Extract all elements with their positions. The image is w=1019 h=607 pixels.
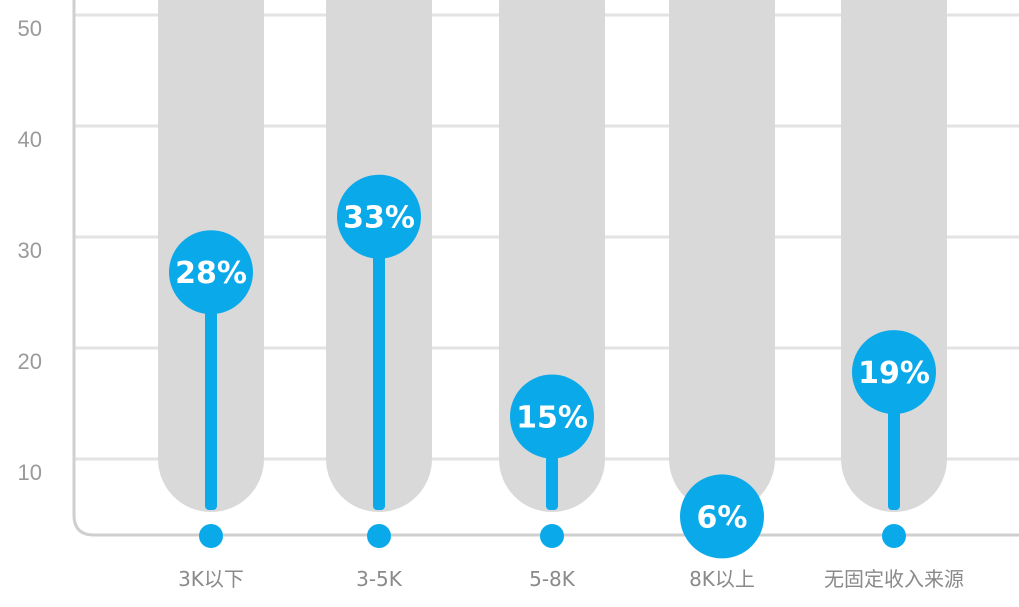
- x-axis-marker: [540, 524, 564, 548]
- data-label: 33%: [343, 201, 415, 236]
- bar-stem: [373, 216, 385, 510]
- y-tick-label: 40: [18, 127, 42, 152]
- bar-value-knob: [510, 374, 594, 459]
- y-tick-label: 30: [18, 238, 42, 263]
- x-tick-label: 5-8K: [529, 567, 576, 591]
- x-tick-label: 无固定收入来源: [824, 567, 964, 591]
- x-axis-marker: [199, 524, 223, 548]
- x-axis-marker: [367, 524, 391, 548]
- x-tick-label: 8K以上: [689, 567, 755, 591]
- x-axis-marker: [710, 524, 734, 548]
- bars: 28%33%15%6%19%: [169, 174, 936, 559]
- bar-stem: [205, 272, 217, 510]
- bar-value-knob: [337, 174, 421, 259]
- y-axis-ticks: 10 20 30 40 50: [18, 16, 42, 485]
- bar-value-knob: [680, 474, 764, 559]
- x-tick-label: 3-5K: [356, 567, 403, 591]
- bar-value-knob: [852, 330, 936, 415]
- data-label: 28%: [175, 256, 247, 291]
- x-axis-marker: [882, 524, 906, 548]
- x-axis-labels: 3K以下 3-5K 5-8K 8K以上 无固定收入来源: [178, 567, 964, 591]
- y-tick-label: 10: [18, 460, 42, 485]
- bar-track: [669, 0, 775, 512]
- data-label: 15%: [516, 401, 588, 436]
- axis-frame: [72, 0, 1019, 537]
- x-tick-label: 3K以下: [178, 567, 244, 591]
- bar-value-knob: [169, 230, 253, 315]
- data-label: 19%: [858, 356, 930, 391]
- y-tick-label: 20: [18, 349, 42, 374]
- y-tick-label: 50: [18, 16, 42, 41]
